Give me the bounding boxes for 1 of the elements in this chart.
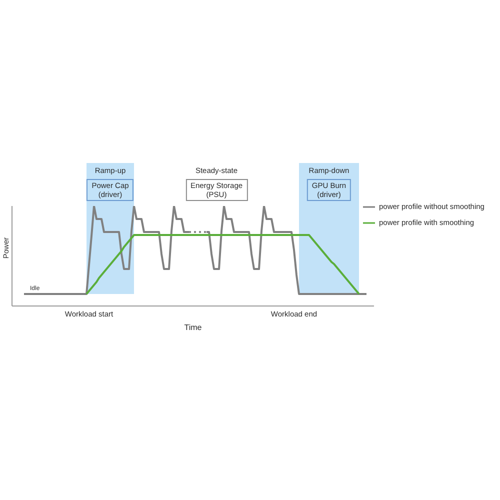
x-axis-title: Time [184,323,202,332]
